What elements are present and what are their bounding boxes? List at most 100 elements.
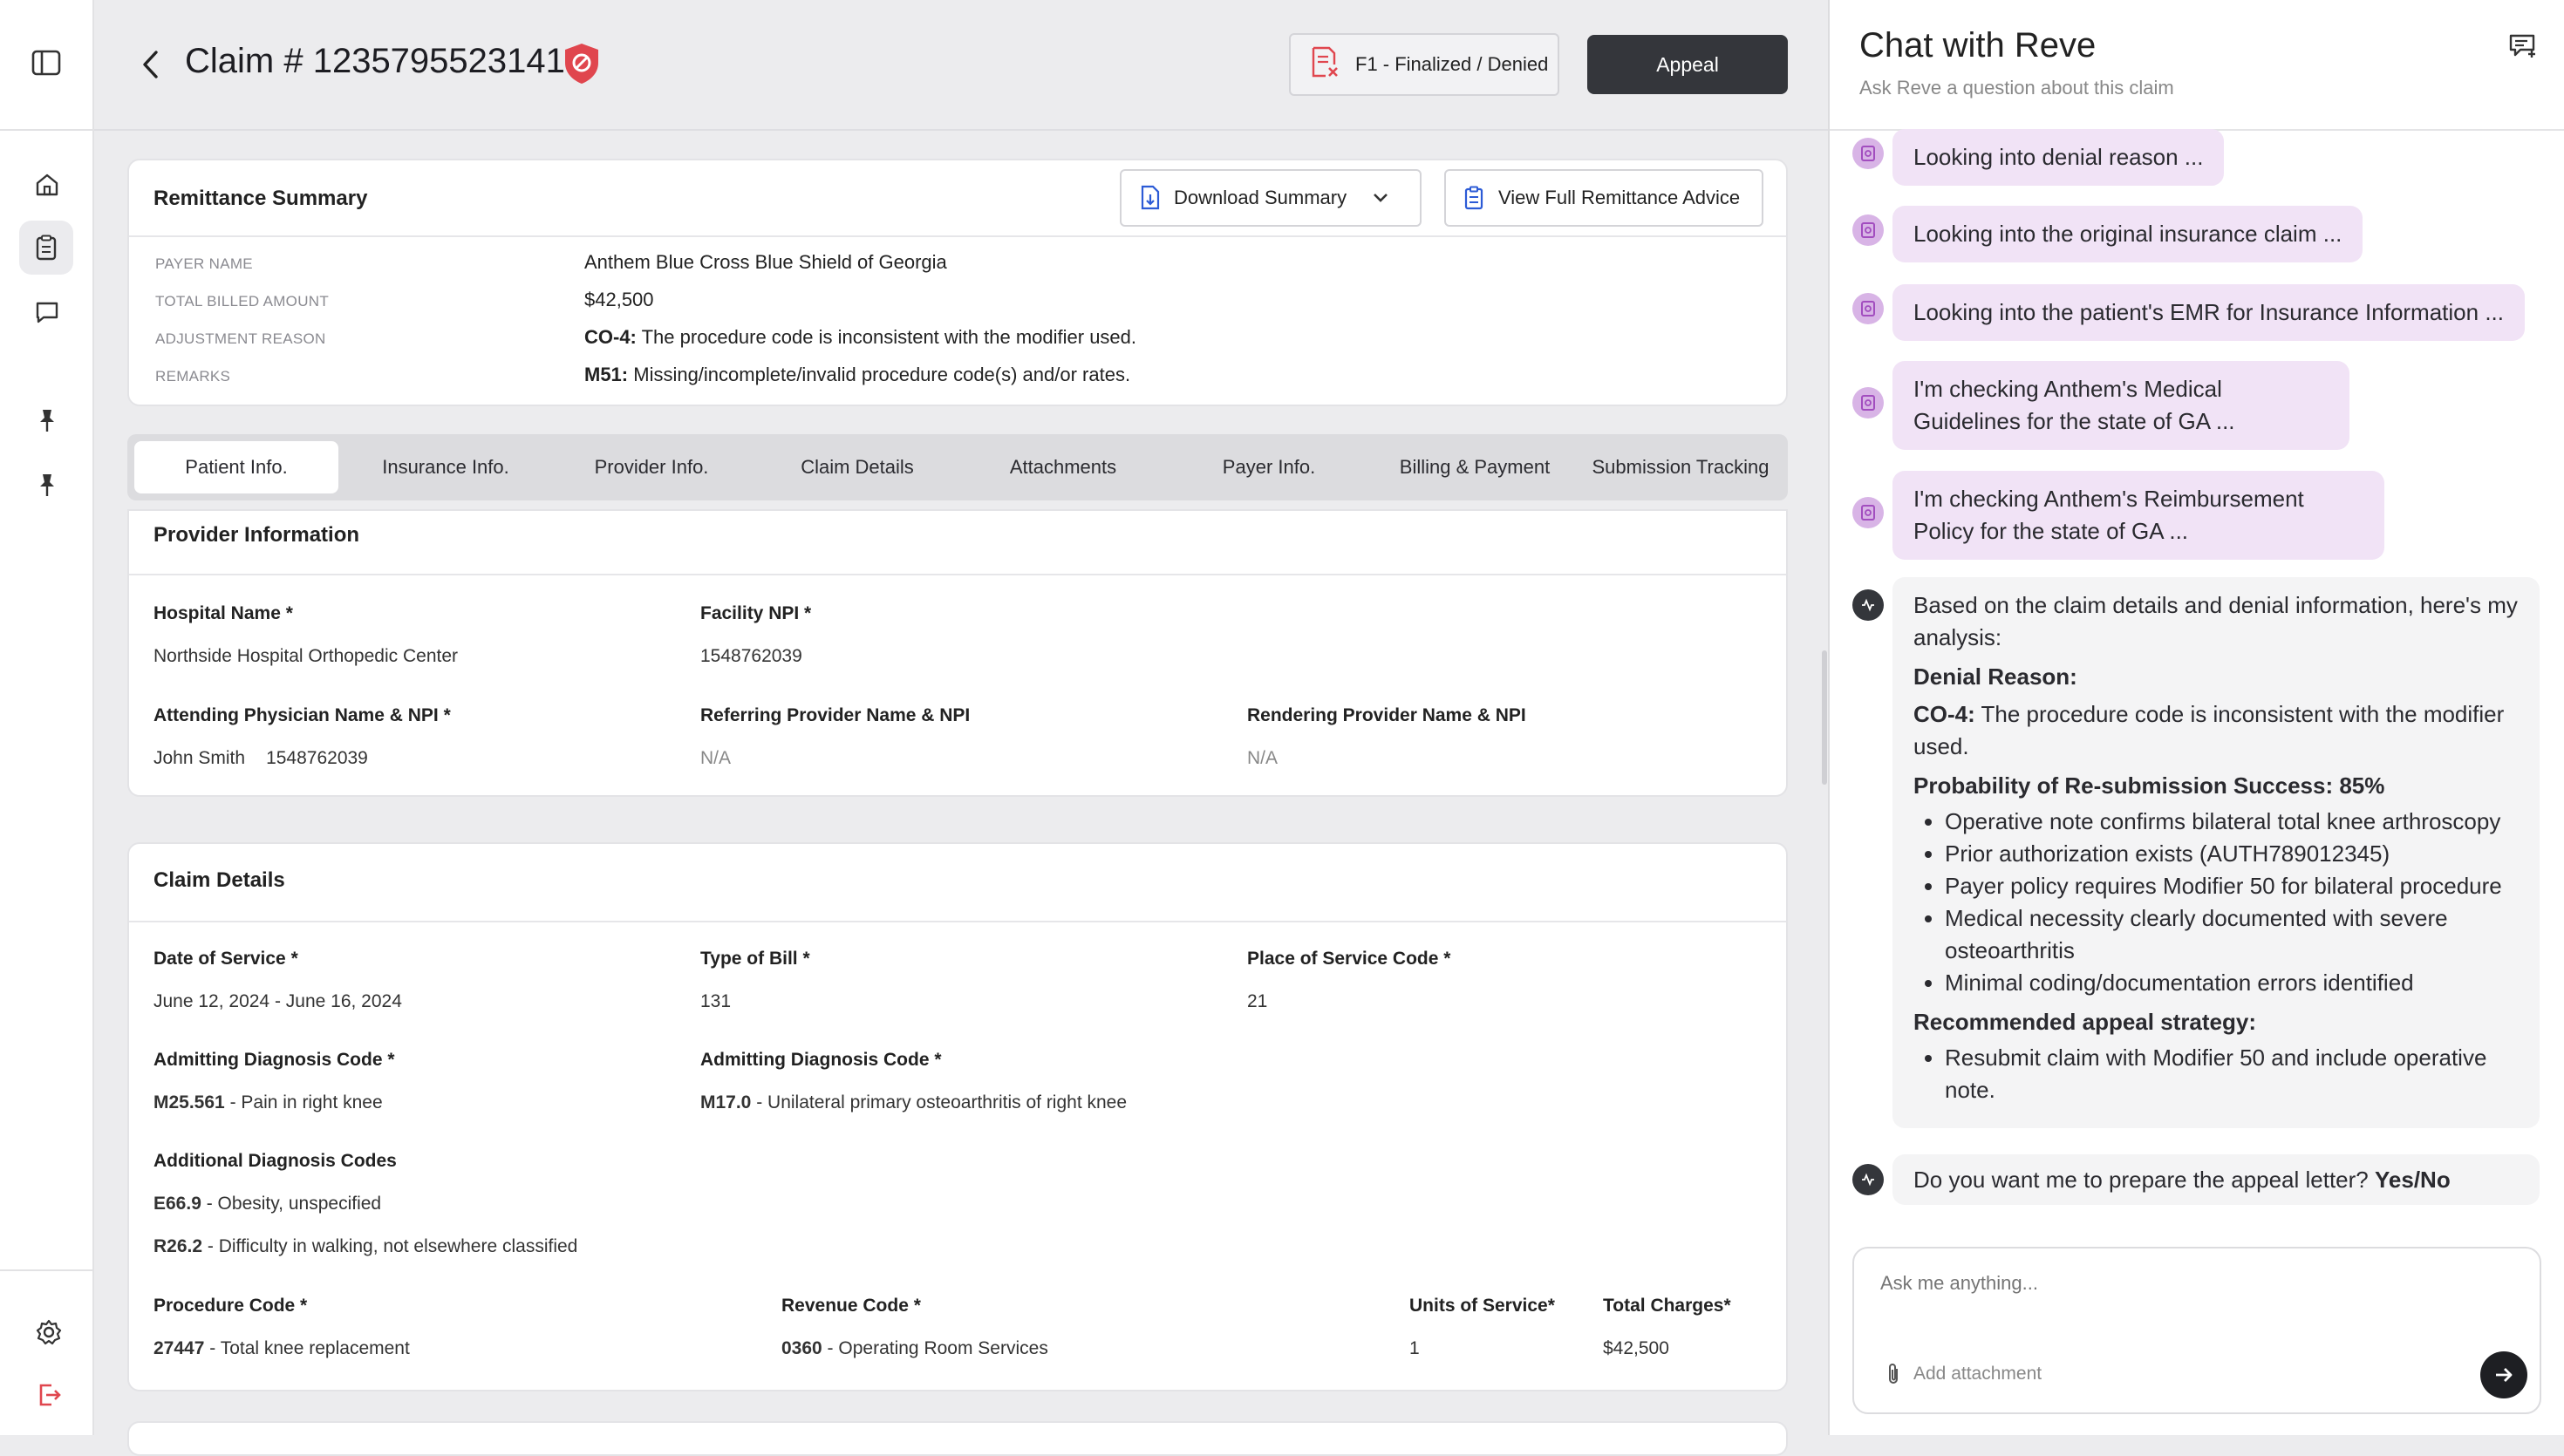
revenue-code-value: 0360 - Operating Room Services: [781, 1338, 1048, 1358]
admitting-diagnosis-value: M25.561 - Pain in right knee: [153, 1092, 383, 1112]
tab-submission-tracking[interactable]: Submission Tracking: [1592, 456, 1770, 478]
clipboard-icon: [1463, 186, 1484, 210]
analysis-points: Operative note confirms bilateral total …: [1913, 806, 2519, 999]
status-message: I'm checking Anthem's Reimbursement Poli…: [1892, 471, 2384, 560]
remittance-summary-title: Remittance Summary: [153, 187, 368, 210]
reve-task-icon: [1852, 138, 1884, 169]
reve-task-icon: [1852, 497, 1884, 528]
attending-physician-value: John Smith 1548762039: [153, 748, 368, 768]
home-icon[interactable]: [30, 167, 65, 202]
add-attachment-label: Add attachment: [1913, 1364, 2042, 1384]
pin-icon[interactable]: [30, 403, 65, 438]
hospital-name-value: Northside Hospital Orthopedic Center: [153, 646, 459, 666]
left-nav-rail: [0, 0, 94, 1435]
provider-information-title: Provider Information: [153, 523, 360, 547]
attending-physician-label: Attending Physician Name & NPI *: [153, 705, 451, 725]
claim-status-button[interactable]: F1 - Finalized / Denied: [1289, 33, 1559, 96]
reve-ai-avatar-icon: [1852, 1164, 1884, 1195]
status-message: Looking into the patient's EMR for Insur…: [1892, 284, 2525, 341]
place-of-service-label: Place of Service Code *: [1247, 949, 1451, 969]
paperclip-icon: [1885, 1362, 1901, 1386]
payer-name-label: PAYER NAME: [155, 255, 253, 272]
strategy-heading: Recommended appeal strategy:: [1913, 1009, 2257, 1035]
total-charges-label: Total Charges*: [1603, 1296, 1731, 1316]
tab-payer-info[interactable]: Payer Info.: [1222, 456, 1316, 478]
status-message: Looking into denial reason ...: [1892, 129, 2225, 186]
additional-diagnosis-value-1: E66.9 - Obesity, unspecified: [153, 1194, 382, 1214]
remarks-label: REMARKS: [155, 368, 231, 384]
denial-reason-text: CO-4: The procedure code is inconsistent…: [1913, 701, 2505, 759]
ai-analysis-message: Based on the claim details and denial in…: [1892, 577, 2540, 1128]
chat-subtitle: Ask Reve a question about this claim: [1859, 77, 2174, 99]
total-charges-value: $42,500: [1603, 1338, 1669, 1358]
messages-icon[interactable]: [30, 295, 65, 330]
add-attachment-button[interactable]: Add attachment: [1885, 1362, 2042, 1386]
list-item: Minimal coding/documentation errors iden…: [1945, 967, 2519, 999]
additional-diagnosis-label: Additional Diagnosis Codes: [153, 1151, 397, 1171]
chat-input-box: Add attachment: [1852, 1247, 2541, 1414]
hospital-name-label: Hospital Name *: [153, 603, 293, 623]
chat-title: Chat with Reve: [1859, 26, 2097, 65]
facility-npi-value: 1548762039: [700, 646, 802, 666]
adjustment-reason-value: CO-4: The procedure code is inconsistent…: [584, 326, 1137, 348]
send-arrow-icon: [2493, 1365, 2514, 1385]
claim-status-label: F1 - Finalized / Denied: [1355, 53, 1549, 75]
appeal-button[interactable]: Appeal: [1587, 35, 1788, 94]
chat-message-input[interactable]: [1879, 1266, 2506, 1301]
list-item: Medical necessity clearly documented wit…: [1945, 902, 2519, 967]
type-of-bill-value: 131: [700, 991, 732, 1011]
main-content: Claim # 1235795523141 F1 - Finalized / D…: [94, 0, 1828, 1456]
claim-tabs: Patient Info. Insurance Info. Provider I…: [127, 434, 1788, 500]
admitting-diagnosis-label: Admitting Diagnosis Code *: [153, 1050, 395, 1070]
settings-gear-icon[interactable]: [31, 1315, 66, 1350]
reve-ai-avatar-icon: [1852, 589, 1884, 621]
remittance-summary-card: Remittance Summary Download Summary View…: [127, 159, 1788, 406]
date-of-service-value: June 12, 2024 - June 16, 2024: [153, 991, 402, 1011]
yes-no-options[interactable]: Yes/No: [2375, 1167, 2451, 1193]
denied-shield-icon: [562, 42, 602, 90]
send-button[interactable]: [2480, 1351, 2527, 1398]
admitting-diagnosis-value-2: M17.0 - Unilateral primary osteoarthriti…: [700, 1092, 1128, 1112]
download-doc-icon: [1139, 185, 1162, 211]
tab-provider-info[interactable]: Provider Info.: [594, 456, 709, 478]
view-full-remittance-label: View Full Remittance Advice: [1498, 187, 1741, 208]
tab-attachments[interactable]: Attachments: [1009, 456, 1117, 478]
total-billed-label: TOTAL BILLED AMOUNT: [155, 293, 330, 310]
chat-panel: Chat with Reve Ask Reve a question about…: [1828, 0, 2564, 1435]
denied-document-icon: [1310, 45, 1340, 84]
date-of-service-label: Date of Service *: [153, 949, 298, 969]
adjustment-reason-label: ADJUSTMENT REASON: [155, 330, 326, 347]
list-item: Resubmit claim with Modifier 50 and incl…: [1945, 1042, 2519, 1106]
units-of-service-label: Units of Service*: [1409, 1296, 1555, 1316]
procedure-code-value: 27447 - Total knee replacement: [153, 1338, 410, 1358]
download-summary-label: Download Summary: [1174, 187, 1347, 208]
place-of-service-value: 21: [1247, 991, 1268, 1011]
payer-name-value: Anthem Blue Cross Blue Shield of Georgia: [584, 251, 947, 273]
panel-resize-handle[interactable]: [1822, 650, 1827, 785]
referring-provider-value: N/A: [700, 748, 732, 768]
view-full-remittance-button[interactable]: View Full Remittance Advice: [1444, 169, 1763, 227]
tab-patient-info[interactable]: Patient Info.: [134, 441, 338, 493]
download-summary-button[interactable]: Download Summary: [1120, 169, 1422, 227]
probability-heading: Probability of Re-submission Success: 85…: [1913, 772, 2385, 799]
logout-icon[interactable]: [31, 1378, 66, 1412]
analysis-intro: Based on the claim details and denial in…: [1913, 592, 2518, 650]
procedure-code-label: Procedure Code *: [153, 1296, 308, 1316]
list-item: Prior authorization exists (AUTH78901234…: [1945, 838, 2519, 870]
status-message: Looking into the original insurance clai…: [1892, 206, 2363, 262]
tab-insurance-info[interactable]: Insurance Info.: [382, 456, 509, 478]
facility-npi-label: Facility NPI *: [700, 603, 812, 623]
additional-diagnosis-value-2: R26.2 - Difficulty in walking, not elsew…: [153, 1236, 578, 1256]
chevron-down-icon[interactable]: [1373, 193, 1388, 203]
pin-icon-2[interactable]: [30, 467, 65, 502]
rendering-provider-label: Rendering Provider Name & NPI: [1247, 705, 1526, 725]
strategy-points: Resubmit claim with Modifier 50 and incl…: [1913, 1042, 2519, 1106]
sidebar-toggle-icon[interactable]: [31, 50, 61, 80]
new-chat-icon[interactable]: [2508, 33, 2538, 64]
back-arrow-icon[interactable]: [131, 45, 169, 84]
next-section-card: [127, 1421, 1788, 1456]
tab-billing-payment[interactable]: Billing & Payment: [1399, 456, 1551, 478]
claims-icon[interactable]: [19, 221, 73, 275]
tab-claim-details[interactable]: Claim Details: [801, 456, 914, 478]
appeal-letter-question: Do you want me to prepare the appeal let…: [1892, 1154, 2540, 1205]
